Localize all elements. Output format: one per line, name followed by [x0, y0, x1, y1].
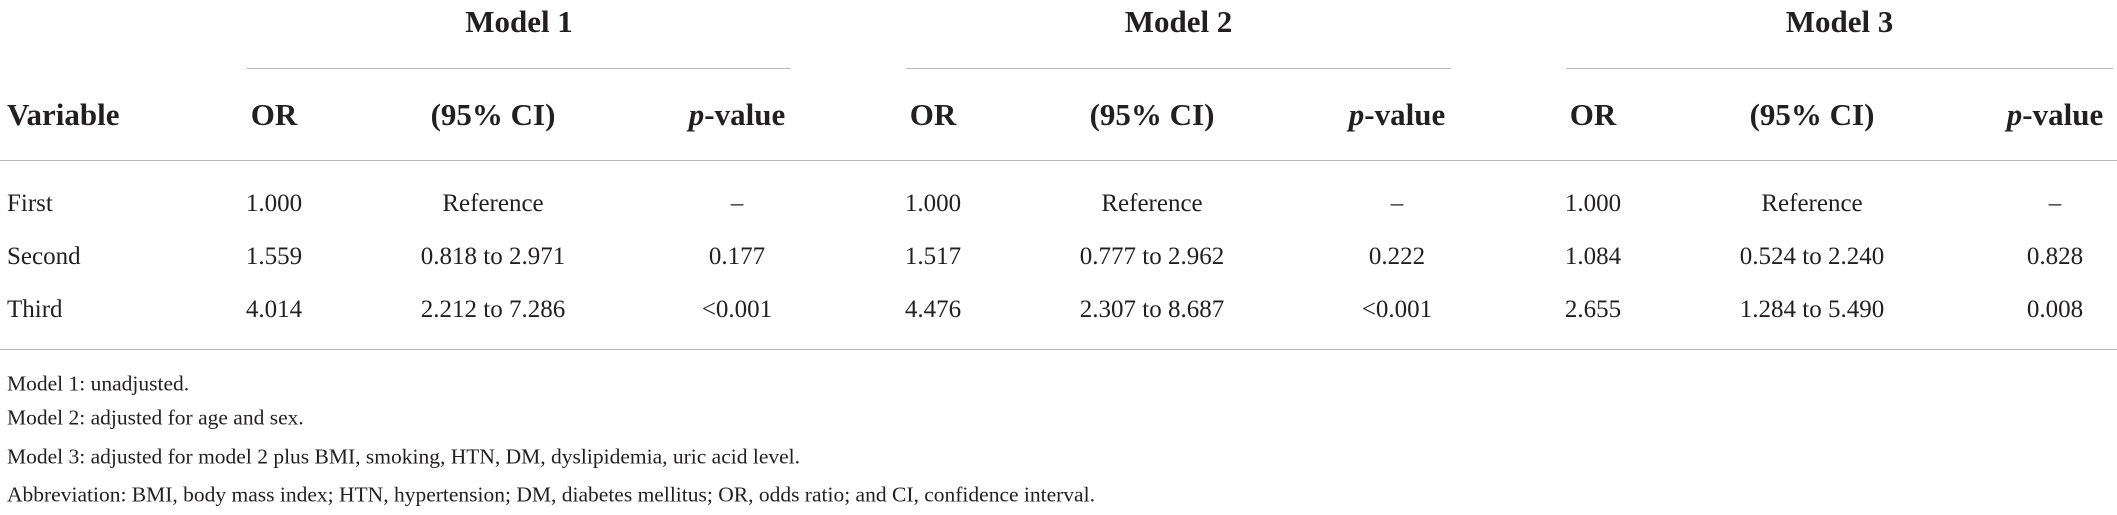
footnote: Abbreviation: BMI, body mass index; HTN,… — [7, 482, 1095, 507]
group-rule — [247, 68, 791, 69]
column-header-italic: p — [1348, 97, 1365, 132]
cell: 4.476 — [904, 296, 962, 323]
cell: – — [2048, 190, 2062, 217]
cell: 0.777 to 2.962 — [1079, 243, 1225, 270]
cell: 2.655 — [1564, 296, 1622, 323]
row-header: Variable — [7, 97, 120, 132]
group-title: Model 2 — [1124, 4, 1233, 39]
column-header: p-value — [2007, 97, 2103, 133]
cell: 1.000 — [1564, 190, 1622, 217]
row-label: First — [7, 190, 53, 217]
cell: 1.000 — [904, 190, 962, 217]
column-header-rest: -value — [2022, 97, 2104, 132]
cell: 1.517 — [904, 243, 962, 270]
footnote: Model 1: unadjusted. — [7, 371, 190, 396]
group-title: Model 3 — [1785, 4, 1894, 39]
column-header-rest: -value — [704, 97, 786, 132]
column-header-rest: -value — [1364, 97, 1446, 132]
row-label: Third — [7, 296, 63, 323]
group-rule — [1566, 68, 2113, 69]
cell: 4.014 — [245, 296, 303, 323]
cell: <0.001 — [701, 296, 773, 323]
cell: 0.177 — [708, 243, 766, 270]
group-rule — [906, 68, 1451, 69]
cell: <0.001 — [1361, 296, 1433, 323]
cell: 2.307 to 8.687 — [1079, 296, 1225, 323]
row-label: Second — [7, 243, 81, 270]
cell: 1.559 — [245, 243, 303, 270]
cell: 1.000 — [245, 190, 303, 217]
column-header: (95% CI) — [430, 97, 556, 132]
column-header: p-value — [1349, 97, 1445, 133]
column-header: OR — [250, 97, 298, 132]
cell: 0.818 to 2.971 — [420, 243, 566, 270]
column-header: (95% CI) — [1749, 97, 1875, 132]
column-header-italic: p — [688, 97, 705, 132]
cell: 1.284 to 5.490 — [1739, 296, 1885, 323]
cell: Reference — [1101, 190, 1203, 217]
header-rule — [0, 160, 2117, 161]
column-header: OR — [909, 97, 957, 132]
footnote: Model 2: adjusted for age and sex. — [7, 405, 304, 430]
footnote: Model 3: adjusted for model 2 plus BMI, … — [7, 444, 801, 469]
column-header-italic: p — [2006, 97, 2023, 132]
bottom-rule — [0, 349, 2117, 350]
column-header: OR — [1569, 97, 1617, 132]
cell: 2.212 to 7.286 — [420, 296, 566, 323]
group-title: Model 1 — [465, 4, 573, 39]
column-header: (95% CI) — [1089, 97, 1215, 132]
cell: – — [730, 190, 744, 217]
cell: 0.222 — [1368, 243, 1426, 270]
cell: – — [1390, 190, 1404, 217]
column-header: p-value — [689, 97, 785, 133]
cell: 0.524 to 2.240 — [1739, 243, 1885, 270]
cell: 0.008 — [2026, 296, 2084, 323]
cell: 0.828 — [2026, 243, 2084, 270]
cell: Reference — [442, 190, 544, 217]
cell: Reference — [1761, 190, 1863, 217]
cell: 1.084 — [1564, 243, 1622, 270]
